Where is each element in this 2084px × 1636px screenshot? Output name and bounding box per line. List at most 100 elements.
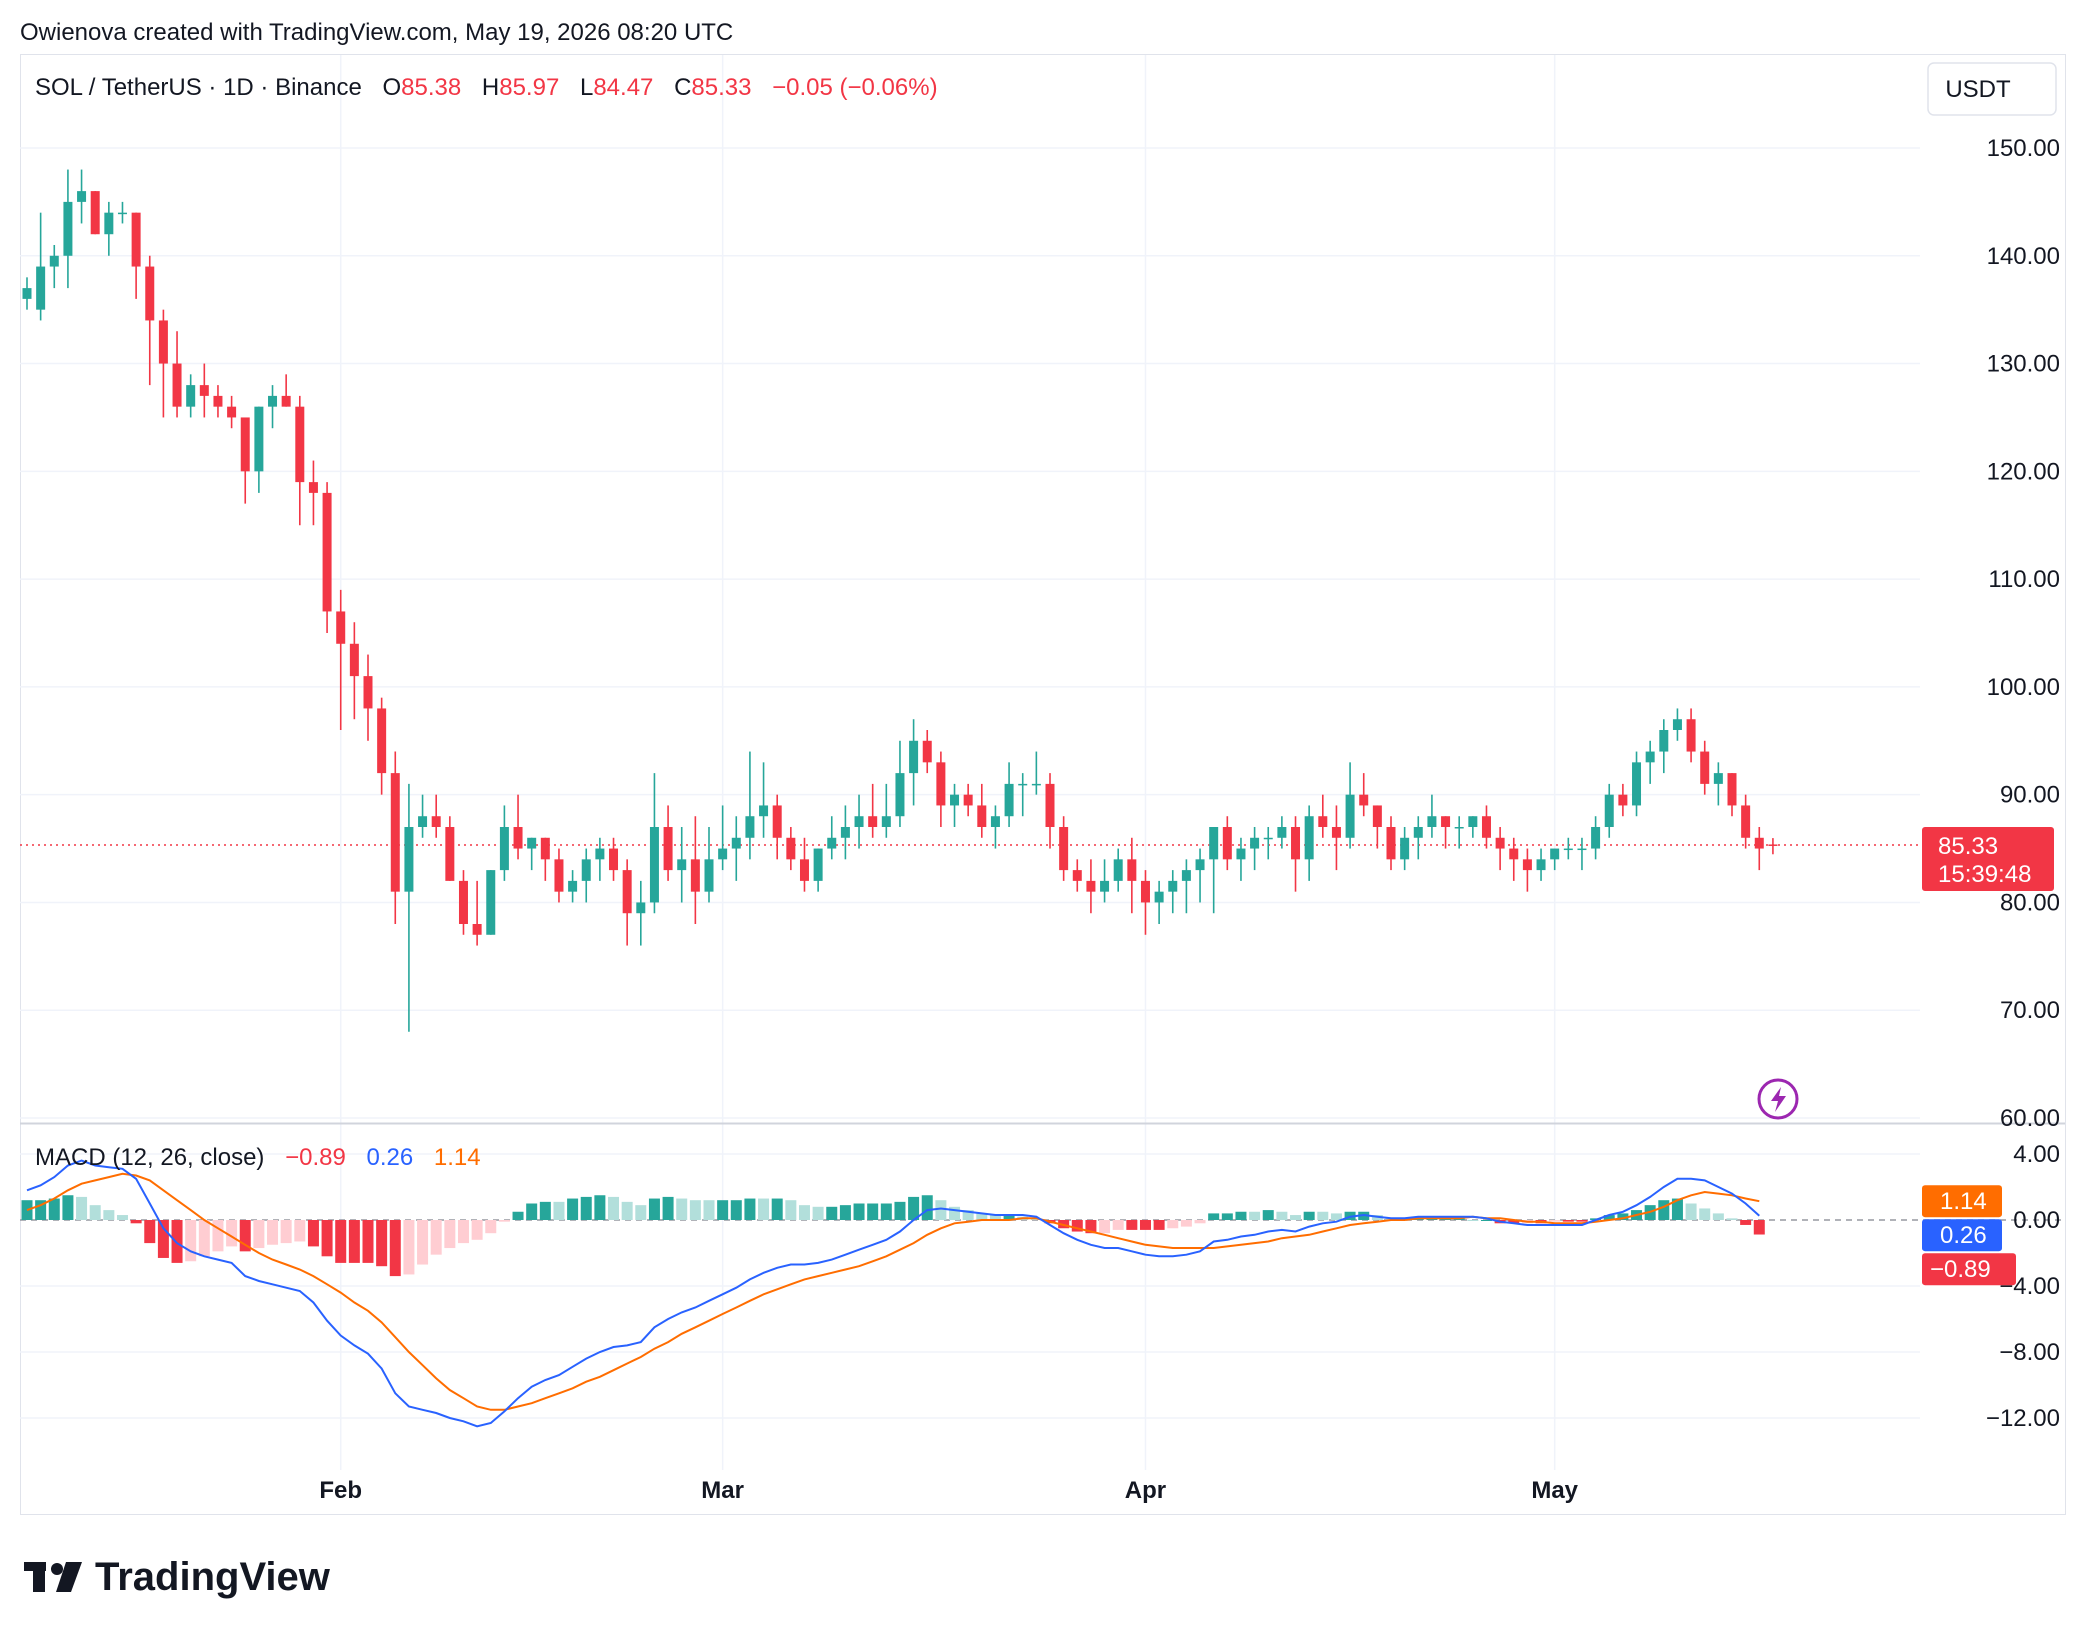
macd-histogram-bar [1549,1220,1561,1222]
macd-histogram-bar [635,1205,647,1220]
price-grid [20,147,1920,1119]
candle-body [1100,880,1110,892]
macd-histogram-bar [730,1200,742,1220]
macd-hist-tag-value: −0.89 [1930,1256,1991,1283]
candle-body [1713,773,1723,784]
macd-histogram-bar [662,1196,674,1220]
macd-histogram-bar [744,1198,756,1220]
candle-body [1741,805,1751,838]
macd-histogram [21,1195,1765,1277]
candle-body [295,406,305,483]
macd-histogram-bar [1180,1220,1192,1227]
macd-histogram-bar [512,1211,524,1220]
candle-body [799,859,809,881]
candle-body [281,395,291,407]
candle-body [1372,805,1382,827]
macd-histogram-bar [1740,1220,1752,1225]
macd-histogram-bar [1658,1200,1670,1220]
candle-body [868,816,878,827]
candle-body [1727,773,1737,806]
price-tick-label: 110.00 [1988,566,2060,593]
macd-legend-title[interactable]: MACD (12, 26, close) [35,1144,264,1171]
candle-body [213,395,223,407]
candle-body [568,880,578,892]
candle-body [1659,730,1669,752]
candle-body [1591,827,1601,849]
macd-histogram-bar [376,1220,388,1267]
candle-body [1291,827,1301,860]
candle-body [731,837,741,849]
candle-body [1181,870,1191,881]
price-tick-label: 70.00 [2000,997,2060,1024]
lightning-icon[interactable] [1757,1078,1799,1120]
macd-histogram-bar [1467,1220,1479,1221]
price-tick-label: 150.00 [1987,135,2060,162]
currency-label: USDT [1945,76,2011,103]
candle-body [1318,816,1328,827]
macd-histogram-bar [798,1205,810,1220]
candle-body [827,837,837,849]
macd-histogram-bar [989,1215,1001,1220]
candle-body [486,870,496,935]
candle-body [1072,870,1082,881]
candle-body [554,859,564,892]
macd-histogram-bar [485,1220,497,1234]
candle-body [540,837,550,860]
macd-histogram-bar [553,1201,565,1220]
macd-histogram-bar [1003,1215,1015,1220]
macd-tick-label: −12.00 [1986,1405,2060,1432]
macd-histogram-bar [444,1220,456,1249]
macd-line-tag: 0.26 [1922,1219,2002,1252]
candle-body [1700,751,1710,784]
candle-body [36,266,46,310]
high-label: H [482,74,499,101]
candle-body [636,902,646,914]
candle-body [1331,827,1341,838]
candle-body [145,266,155,321]
price-axis[interactable]: 150.00 140.00 130.00 120.00 110.00 100.00 90.0… [1987,135,2060,1132]
macd-histogram-bar [1317,1211,1329,1220]
currency-button[interactable]: USDT [1927,62,2057,116]
macd-histogram-bar [1276,1211,1288,1220]
macd-legend: MACD (12, 26, close) −0.89 0.26 1.14 [35,1144,481,1171]
candle-body [745,816,755,838]
macd-histogram-bar [1685,1203,1697,1220]
macd-histogram-bar [1085,1220,1097,1234]
macd-histogram-bar [1330,1213,1342,1220]
time-axis[interactable]: Feb Mar Apr May [319,1477,1578,1504]
candle-body [1304,816,1314,860]
macd-histogram-bar [157,1220,169,1258]
candle-body [1031,783,1041,786]
macd-histogram-bar [348,1220,360,1263]
candle-body [963,794,973,806]
candle-body [1454,827,1464,829]
candle-body [950,794,960,806]
candle-body [622,870,632,914]
high-value: 85.97 [499,74,559,101]
price-tick-label: 90.00 [2000,782,2060,809]
candle-body [472,924,482,935]
candle-body [527,837,537,849]
symbol-title[interactable]: SOL / TetherUS · 1D · Binance [35,74,362,101]
candle-body [1618,794,1628,806]
macd-histogram-bar [1562,1220,1574,1222]
macd-histogram-bar [116,1215,128,1220]
price-tick-label: 140.00 [1987,243,2060,270]
candle-body [1045,783,1055,827]
macd-histogram-bar [648,1198,660,1220]
macd-histogram-bar [1303,1211,1315,1220]
candle-body [1236,848,1246,860]
macd-line [26,1159,1760,1428]
macd-tick-label: 4.00 [2013,1141,2060,1168]
macd-histogram-bar [935,1200,947,1220]
macd-axis[interactable]: 4.000.00−4.00−8.00−12.00 [1986,1141,2060,1432]
macd-histogram-bar [1508,1220,1520,1224]
candle-body [1509,848,1519,860]
candle-body [1386,827,1396,860]
candle-body [22,288,32,299]
macd-histogram-bar [1603,1215,1615,1220]
macd-histogram-bar [403,1220,415,1275]
candle-body [336,611,346,644]
tradingview-logo[interactable]: TradingView [24,1555,331,1599]
close-label: C [674,74,691,101]
